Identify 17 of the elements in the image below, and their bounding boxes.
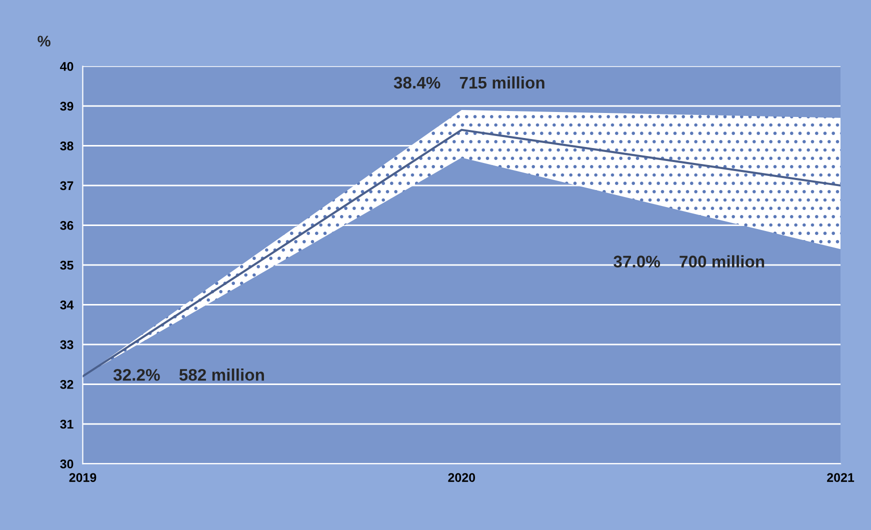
- y-tick-label: 32: [60, 380, 74, 389]
- x-tick-label: 2020: [448, 473, 476, 482]
- y-tick-label: 37: [60, 181, 74, 190]
- x-tick-label: 2019: [69, 473, 96, 482]
- y-tick-label: 40: [60, 62, 74, 71]
- y-tick-label: 35: [60, 260, 74, 270]
- x-tick-label: 2021: [827, 473, 854, 482]
- annotation: 38.4% 715 million: [394, 76, 544, 89]
- annotation: 32.2% 582 million: [113, 368, 264, 381]
- y-tick-label: 34: [60, 300, 74, 310]
- y-tick-label: 38: [60, 142, 74, 150]
- y-tick-label: 30: [60, 460, 74, 468]
- y-tick-label: 33: [60, 340, 74, 350]
- y-axis-title: %: [38, 36, 50, 46]
- y-tick-label: 36: [60, 221, 74, 230]
- y-tick-label: 31: [60, 420, 74, 429]
- y-tick-label: 39: [60, 102, 74, 111]
